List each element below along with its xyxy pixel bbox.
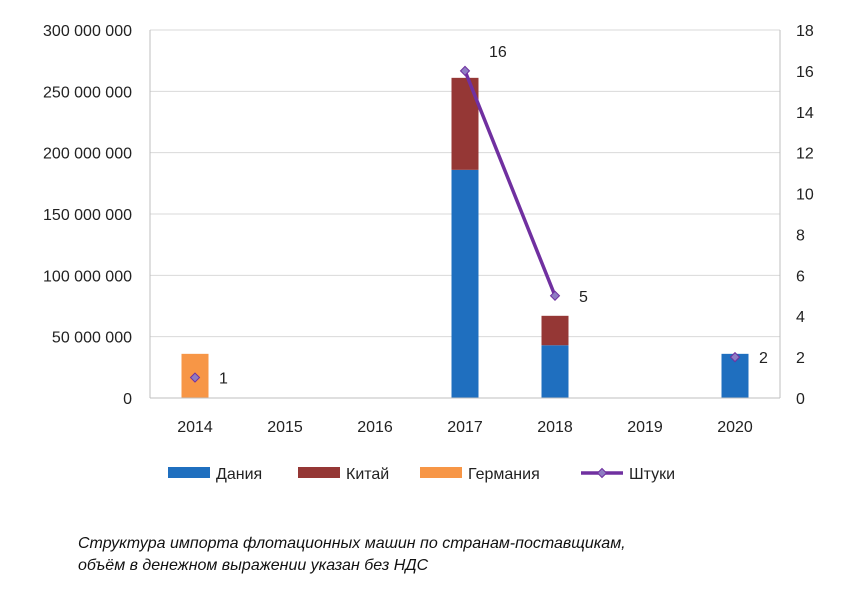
data-label: 16 (489, 44, 507, 61)
data-label: 2 (759, 350, 768, 367)
legend-label: Германия (468, 466, 540, 483)
y-left-tick-label: 150 000 000 (43, 207, 132, 224)
y-right-tick-label: 0 (796, 391, 805, 408)
y-left-tick-label: 250 000 000 (43, 84, 132, 101)
y-left-tick-label: 300 000 000 (43, 23, 132, 40)
x-tick-label: 2020 (717, 419, 753, 436)
y-right-tick-label: 10 (796, 187, 814, 204)
y-right-tick-label: 8 (796, 227, 805, 244)
legend-label: Китай (346, 466, 389, 483)
y-right-tick-label: 18 (796, 23, 814, 40)
x-tick-label: 2014 (177, 419, 213, 436)
line-point-marker (729, 351, 741, 363)
y-left-tick-label: 200 000 000 (43, 146, 132, 163)
caption-line-1: Структура импорта флотационных машин по … (78, 535, 626, 552)
bar-Дания (451, 169, 479, 398)
figure-caption: Структура импорта флотационных машин по … (78, 533, 818, 577)
legend-label: Дания (216, 466, 262, 483)
legend-swatch (420, 467, 462, 478)
line-series: 1 16 5 2 (189, 44, 768, 388)
y-right-tick-label: 16 (796, 64, 814, 81)
legend-swatch (168, 467, 210, 478)
bars (181, 77, 749, 398)
x-tick-label: 2017 (447, 419, 483, 436)
caption-line-2: объём в денежном выражении указан без НД… (78, 557, 429, 574)
x-tick-label: 2015 (267, 419, 303, 436)
bar-Китай (541, 315, 569, 346)
y-left-tick-label: 50 000 000 (52, 330, 132, 347)
data-label: 5 (579, 289, 588, 306)
legend: Дания Китай Германия Штуки (168, 466, 675, 483)
tick-labels: 0 50 000 000 100 000 000 150 000 000 200 000… (43, 23, 814, 436)
x-tick-label: 2019 (627, 419, 663, 436)
y-left-tick-label: 100 000 000 (43, 268, 132, 285)
line-point-marker (549, 290, 561, 301)
legend-marker (596, 467, 608, 479)
legend-label: Штуки (629, 466, 675, 483)
axes (149, 30, 781, 399)
x-tick-label: 2016 (357, 419, 393, 436)
y-right-tick-label: 14 (796, 105, 814, 122)
data-label: 1 (219, 371, 228, 388)
line-point-marker (459, 65, 471, 77)
y-right-tick-label: 12 (796, 146, 814, 163)
y-right-tick-label: 2 (796, 350, 805, 367)
line-point-marker (189, 372, 201, 383)
chart: 1 16 5 2 0 50 000 000 100 000 000 150 000 000 2… (43, 23, 814, 483)
y-right-tick-label: 4 (796, 309, 805, 326)
bar-Дания (541, 345, 569, 398)
y-left-tick-label: 0 (123, 391, 132, 408)
x-tick-label: 2018 (537, 419, 573, 436)
legend-swatch (298, 467, 340, 478)
y-right-tick-label: 6 (796, 268, 805, 285)
line-segment (463, 69, 557, 298)
